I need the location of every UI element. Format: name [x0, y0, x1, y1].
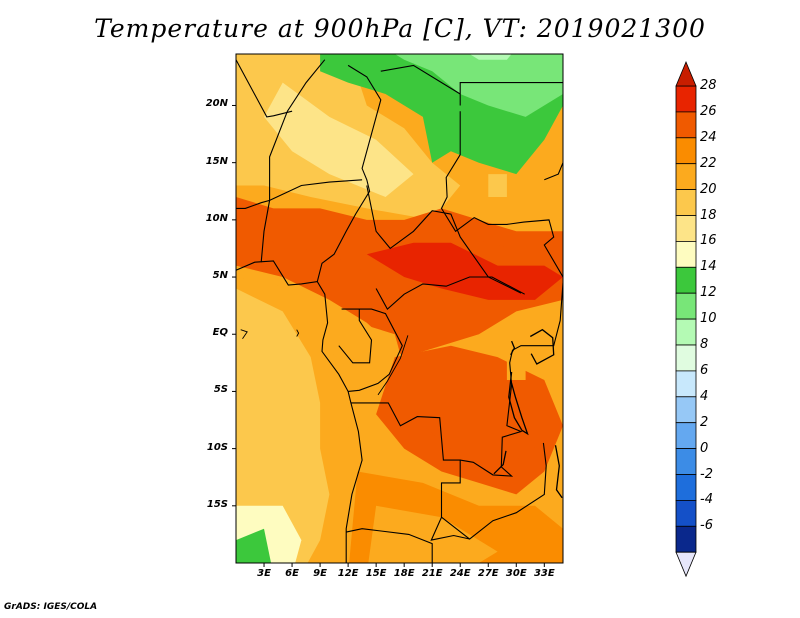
island-gulf	[240, 329, 248, 340]
temperature-field	[236, 54, 563, 563]
colorbar-label: 20	[700, 181, 717, 197]
colorbar-label: -6	[700, 518, 713, 534]
colorbar-swatch	[675, 215, 697, 242]
lat-label: 15S	[206, 498, 228, 510]
colorbar-swatch	[675, 163, 697, 190]
colorbar-swatch	[675, 266, 697, 294]
field-atlantic-cool	[236, 288, 330, 563]
lon-label: 6E	[285, 568, 299, 579]
lake-kivu	[510, 340, 516, 356]
colorbar-label: 8	[700, 337, 709, 352]
lat-label: 10S	[206, 441, 228, 453]
coastline-west	[236, 260, 363, 563]
colorbar-swatch	[675, 111, 697, 139]
colorbar-swatch	[675, 189, 697, 216]
colorbar	[675, 60, 697, 578]
border-zambia	[441, 442, 547, 540]
lat-label: 20N	[205, 98, 228, 110]
lon-label: 30E	[505, 568, 527, 579]
lon-label: 9E	[313, 568, 327, 579]
colorbar-label: 18	[700, 207, 717, 223]
lake-malawi	[554, 445, 563, 499]
colorbar-swatch	[675, 499, 697, 527]
lon-label: 27E	[477, 568, 499, 579]
colorbar-arrow-low	[675, 551, 697, 578]
border-sahel	[236, 179, 363, 209]
field-palegreen	[469, 54, 512, 60]
lat-label: 5N	[212, 270, 228, 282]
colorbar-swatch	[675, 137, 697, 165]
lake-tanganyika	[508, 371, 529, 436]
border-drc-north	[375, 276, 525, 310]
colorbar-swatch	[675, 240, 697, 268]
map-title: Temperature at 900hPa [C], VT: 201902130…	[94, 14, 706, 43]
colorbar-label: 6	[700, 362, 709, 378]
field-darfur	[488, 174, 507, 197]
border-sudan	[440, 111, 563, 278]
colorbar-swatch	[675, 396, 697, 424]
colorbar-swatch	[675, 292, 697, 320]
lon-label: 18E	[393, 568, 415, 579]
colorbar-label: 24	[700, 129, 717, 145]
colorbar-swatch	[675, 318, 697, 346]
colorbar-swatch	[675, 344, 697, 372]
plot-frame	[235, 53, 564, 564]
border-nigeria-niger	[260, 59, 326, 263]
colorbar-label: 10	[700, 311, 717, 327]
lon-label: 3E	[257, 568, 271, 579]
border-libya	[380, 64, 461, 95]
river-congo	[377, 335, 409, 396]
colorbar-label: -2	[700, 466, 713, 482]
lon-label: 33E	[533, 568, 555, 579]
lon-label: 24E	[449, 568, 471, 579]
lon-label: 15E	[365, 568, 387, 579]
colorbar-swatch	[675, 525, 697, 553]
colorbar-label: 28	[700, 78, 717, 93]
colorbar-swatch	[675, 474, 697, 501]
border-algeria	[236, 59, 293, 118]
field-south-cool	[368, 505, 498, 563]
colorbar-swatch	[675, 85, 697, 113]
colorbar-swatch	[675, 448, 697, 475]
field-sw-green2	[236, 528, 272, 563]
lat-label: 10N	[205, 212, 228, 224]
colorbar-label: 2	[700, 414, 709, 430]
field-hot	[366, 242, 563, 300]
colorbar-label: 14	[700, 259, 717, 275]
lon-label: 21E	[421, 568, 443, 579]
field-east-hot	[422, 380, 535, 472]
colorbar-label: -4	[700, 492, 713, 508]
border-lakes	[509, 282, 563, 385]
colorbar-label: 0	[700, 440, 709, 456]
colorbar-label: 16	[700, 233, 717, 249]
lat-label: EQ	[212, 327, 228, 339]
lat-label: 15N	[205, 155, 228, 167]
lon-label: 12E	[337, 568, 359, 579]
colorbar-label: 22	[700, 155, 717, 171]
field-lightgreen	[394, 54, 563, 117]
lake-mweru	[493, 450, 507, 475]
colorbar-arrow-high	[675, 60, 697, 87]
colorbar-swatch	[675, 370, 697, 398]
colorbar-label: 26	[700, 103, 717, 119]
colorbar-label: 12	[700, 285, 717, 301]
border-namibia	[346, 528, 433, 563]
border-cameroon-chad	[316, 64, 382, 282]
border-east-stub	[544, 162, 563, 181]
border-car	[366, 185, 522, 294]
footer-credit: GrADS: IGES/COLA	[4, 602, 98, 612]
border-egypt	[459, 82, 563, 106]
border-gabon	[338, 309, 373, 364]
island-sao-tome	[296, 329, 300, 337]
border-congo	[341, 308, 403, 392]
lake-victoria	[529, 328, 555, 365]
lat-label: 5S	[213, 384, 228, 396]
colorbar-swatch	[675, 422, 697, 450]
field-sahara-cool	[264, 82, 414, 197]
colorbar-label: 4	[700, 388, 709, 404]
